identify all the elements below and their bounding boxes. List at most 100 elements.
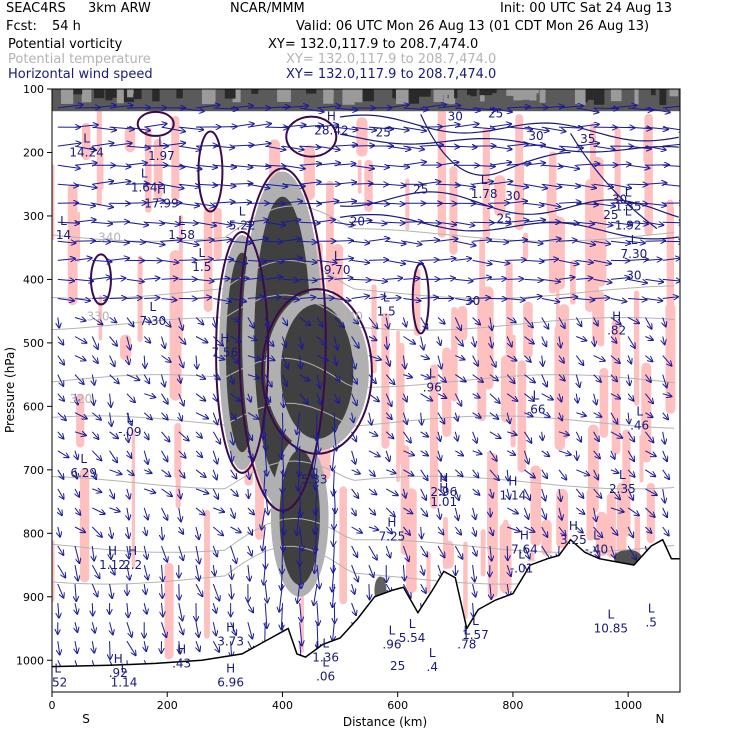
wind-vector bbox=[178, 240, 199, 245]
wind-vector bbox=[230, 145, 254, 146]
wind-vector bbox=[178, 336, 186, 344]
extremum-marker: H bbox=[220, 332, 229, 346]
wind-vector bbox=[300, 603, 302, 621]
wind-vector bbox=[74, 125, 98, 127]
wind-vector bbox=[627, 336, 635, 348]
wind-vector bbox=[489, 181, 512, 184]
wind-vector bbox=[455, 279, 472, 281]
terrain-fill bbox=[52, 539, 680, 692]
field-pv-xy: XY= 132.0,117.9 to 208.7,474.0 bbox=[268, 37, 479, 52]
wind-vector bbox=[541, 450, 550, 457]
y-tick-label: 200 bbox=[23, 146, 44, 159]
wind-vector bbox=[627, 488, 633, 500]
extremum-value: 28.42 bbox=[314, 123, 348, 137]
wind-vector bbox=[127, 431, 129, 442]
wind-vector bbox=[576, 222, 594, 224]
wind-vector bbox=[559, 507, 562, 520]
wind-vector bbox=[265, 184, 287, 186]
wind-vector bbox=[663, 431, 665, 444]
wind-vector bbox=[576, 240, 595, 244]
pv-shade-streak bbox=[494, 175, 506, 217]
wind-vector bbox=[627, 431, 634, 442]
wind-vector bbox=[628, 259, 648, 260]
wind-vector bbox=[230, 318, 240, 322]
pv-upper-speckle bbox=[361, 89, 374, 102]
wind-vector bbox=[91, 412, 101, 420]
pv-shade-streak bbox=[463, 541, 468, 620]
wind-vector bbox=[144, 200, 164, 203]
wind-speed-contour bbox=[340, 191, 679, 218]
wind-vector bbox=[178, 260, 197, 261]
wind-vector bbox=[558, 222, 579, 223]
wind-vector bbox=[507, 184, 528, 187]
wind-vector bbox=[437, 374, 446, 382]
wind-vector bbox=[524, 241, 542, 243]
wind-vector bbox=[334, 488, 335, 513]
wind-vector bbox=[524, 163, 545, 165]
wind-vector bbox=[663, 488, 665, 503]
wind-vector bbox=[524, 336, 534, 344]
pv-shade-streak bbox=[597, 291, 605, 347]
wind-vector bbox=[74, 220, 96, 223]
wind-vector bbox=[610, 470, 619, 473]
wind-vector bbox=[264, 374, 272, 387]
y-tick-label: 600 bbox=[23, 400, 44, 413]
wind-vector bbox=[472, 431, 477, 443]
wind-vector bbox=[576, 260, 593, 262]
wind-vector bbox=[333, 469, 334, 496]
wind-vector bbox=[472, 412, 481, 418]
pv-upper-speckle bbox=[659, 89, 667, 105]
wind-vector bbox=[162, 584, 163, 598]
wind-vector bbox=[559, 393, 561, 402]
wind-vector bbox=[627, 393, 633, 401]
wind-vector bbox=[264, 469, 266, 494]
pv-upper-speckle bbox=[529, 89, 537, 101]
wind-vector bbox=[92, 143, 113, 146]
wind-vector bbox=[386, 259, 405, 264]
wind-vector bbox=[490, 336, 492, 348]
wind-vector bbox=[75, 584, 76, 601]
wind-speed-label: 25 bbox=[413, 183, 428, 197]
wind-vector bbox=[523, 545, 529, 559]
wind-vector bbox=[57, 299, 74, 301]
wind-vector bbox=[213, 259, 233, 260]
wind-vector bbox=[74, 374, 84, 385]
wind-vector bbox=[195, 221, 216, 225]
wind-vector bbox=[74, 507, 80, 515]
wind-vector bbox=[524, 296, 541, 298]
extremum-value: 7.64 bbox=[511, 542, 538, 556]
wind-vector bbox=[127, 507, 129, 520]
wind-vector bbox=[420, 375, 430, 379]
wind-vectors bbox=[57, 105, 680, 677]
pv-shade-streak bbox=[396, 330, 400, 483]
wind-vector bbox=[195, 146, 217, 147]
wind-vector bbox=[558, 355, 564, 363]
wind-speed-label: 25 bbox=[376, 126, 391, 140]
wind-vector bbox=[334, 336, 337, 350]
wind-vector bbox=[179, 507, 181, 522]
wind-vector bbox=[507, 144, 528, 146]
wind-speed-contour bbox=[340, 214, 679, 240]
wind-vector bbox=[213, 299, 231, 302]
wind-vector bbox=[213, 202, 234, 204]
wind-vector bbox=[144, 355, 145, 368]
wind-vector bbox=[524, 393, 534, 401]
wind-vector bbox=[315, 526, 317, 553]
wind-vector bbox=[420, 105, 447, 109]
wind-vector bbox=[593, 298, 610, 299]
wind-vector bbox=[333, 622, 335, 641]
wind-vector bbox=[385, 526, 392, 534]
wind-vector bbox=[541, 145, 565, 150]
field-wind-name: Horizontal wind speed bbox=[8, 67, 153, 82]
wind-vector bbox=[368, 337, 377, 341]
wind-vector bbox=[575, 526, 583, 533]
extremum-value: 1.5 bbox=[377, 304, 396, 318]
wind-vector bbox=[313, 450, 318, 478]
wind-vector bbox=[334, 164, 355, 166]
wind-vector bbox=[645, 337, 653, 341]
wind-vector bbox=[473, 507, 476, 519]
wind-vector bbox=[386, 298, 401, 299]
wind-vector bbox=[282, 201, 303, 203]
wind-vector bbox=[178, 393, 184, 406]
wind-vector bbox=[195, 184, 217, 185]
